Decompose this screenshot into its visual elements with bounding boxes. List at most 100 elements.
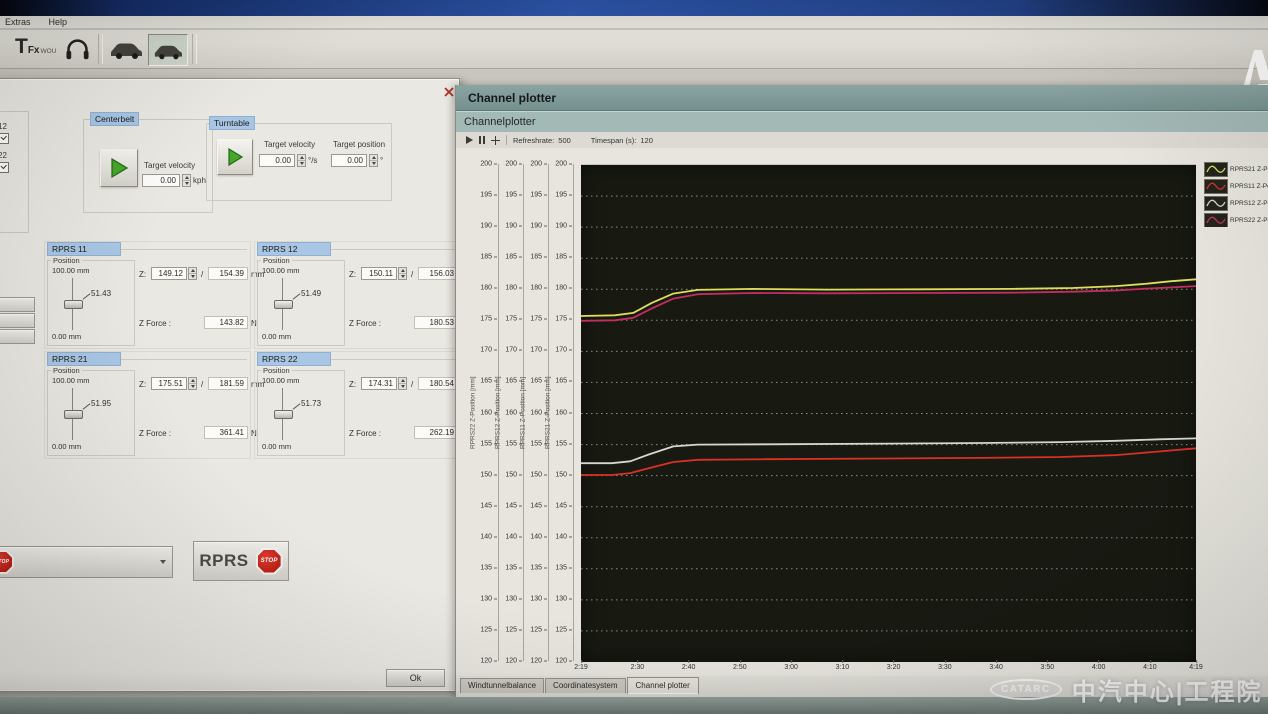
legend: RPRS21 Z-PosRPRS11 Z-PosRPRS12 Z-PosRPRS… xyxy=(1204,162,1268,227)
panel-title: RPRS 22 xyxy=(257,352,331,366)
z-setpoint-field[interactable]: 174.31 xyxy=(361,377,397,390)
window-title: Channel plotter xyxy=(456,85,1268,111)
y-tick: 175 xyxy=(555,316,572,323)
y-tick: 170 xyxy=(530,347,547,354)
close-icon[interactable] xyxy=(444,84,454,97)
x-tick: 4:10 xyxy=(1143,660,1157,671)
global-stop-control[interactable]: STOP xyxy=(0,546,173,578)
turntable-group xyxy=(206,123,392,201)
legend-item[interactable]: RPRS11 Z-Pos xyxy=(1204,178,1268,194)
turntable-velocity-field: 0.00 °/s xyxy=(259,154,317,167)
y-tick: 165 xyxy=(555,378,572,385)
panel-title: RPRS 21 xyxy=(47,352,121,366)
play-icon[interactable] xyxy=(466,136,473,144)
y-tick: 165 xyxy=(505,378,522,385)
legend-item[interactable]: RPRS21 Z-Pos xyxy=(1204,162,1268,177)
timespan-value[interactable]: 120 xyxy=(640,135,653,145)
tab-windtunnelbalance[interactable]: Windtunnelbalance xyxy=(460,678,545,693)
legend-item[interactable]: RPRS22 Z-Pos xyxy=(1204,212,1268,227)
y-tick: 125 xyxy=(480,626,497,633)
car-tool-selected[interactable] xyxy=(148,34,188,66)
z-setpoint-field[interactable]: 175.51 xyxy=(151,377,187,390)
y-tick: 180 xyxy=(480,285,497,292)
stop-icon: STOP xyxy=(255,547,283,575)
ok-button[interactable]: Ok xyxy=(386,669,445,687)
spinner[interactable] xyxy=(369,154,378,167)
panel-title: RPRS 11 xyxy=(47,242,121,256)
y-tick: 160 xyxy=(480,409,497,416)
spinner[interactable] xyxy=(188,267,197,280)
channel-select-group: 12 22 xyxy=(0,111,29,233)
spinner[interactable] xyxy=(182,174,191,187)
panel-title: RPRS 12 xyxy=(257,242,331,256)
menu-item-extras[interactable]: Extras xyxy=(5,17,31,27)
turntable-start-button[interactable] xyxy=(217,139,253,175)
z-setpoint-field[interactable]: 150.11 xyxy=(361,267,397,280)
y-tick: 140 xyxy=(555,533,572,540)
y-tick: 150 xyxy=(505,471,522,478)
rprs-stop-button[interactable]: RPRS STOP xyxy=(193,541,289,581)
y-tick: 170 xyxy=(505,347,522,354)
y-axis: RPRS21 Z-Position [mm] 200 195 190 185 180 175… xyxy=(543,161,574,665)
position-slider[interactable]: 51.73 xyxy=(264,388,328,440)
watermark: CATARC 中汽中心|工程院 xyxy=(990,672,1262,707)
checkbox-12[interactable] xyxy=(0,133,9,144)
refreshrate-value[interactable]: 500 xyxy=(558,135,571,145)
tab-channel-plotter[interactable]: Channel plotter xyxy=(626,677,699,694)
y-tick: 190 xyxy=(480,223,497,230)
y-tick: 190 xyxy=(505,223,522,230)
y-tick: 150 xyxy=(530,471,547,478)
spinner[interactable] xyxy=(188,377,197,390)
x-tick: 4:19 xyxy=(1189,660,1203,671)
spinner[interactable] xyxy=(398,267,407,280)
position-slider[interactable]: 51.49 xyxy=(264,278,328,330)
y-tick: 195 xyxy=(530,192,547,199)
spinner[interactable] xyxy=(398,377,407,390)
headphones-icon[interactable] xyxy=(64,35,91,67)
y-tick: 150 xyxy=(480,471,497,478)
legend-waveform-icon xyxy=(1204,195,1228,211)
centerbelt-start-button[interactable] xyxy=(100,149,138,187)
x-tick: 3:10 xyxy=(835,660,850,671)
y-tick: 190 xyxy=(555,223,572,230)
car-tool-icon[interactable] xyxy=(108,37,144,66)
z-actual-field: 181.59 xyxy=(208,377,248,390)
y-axis: RPRS12 Z-Position [mm] 200 195 190 185 180 175… xyxy=(493,161,524,665)
app-logo: TFxWOU xyxy=(15,35,57,58)
spinner[interactable] xyxy=(297,154,306,167)
menubar: Extras Help xyxy=(0,16,1268,29)
y-tick: 120 xyxy=(530,658,547,665)
plot-area[interactable] xyxy=(580,164,1197,662)
catarc-logo: CATARC xyxy=(990,679,1062,700)
velocity-input[interactable]: 0.00 xyxy=(259,154,295,167)
tab-coordinatesystem[interactable]: Coordinatesystem xyxy=(545,678,626,693)
y-tick: 155 xyxy=(530,440,547,447)
checkbox-22[interactable] xyxy=(0,162,9,173)
y-tick: 125 xyxy=(505,626,522,633)
position-input[interactable]: 0.00 xyxy=(331,154,367,167)
y-tick: 200 xyxy=(505,161,522,168)
position-slider[interactable]: 51.43 xyxy=(54,278,118,330)
pause-icon[interactable] xyxy=(479,136,485,144)
position-group: Position 100.00 mm 51.43 0.00 mm xyxy=(47,256,135,346)
velocity-input[interactable]: 0.00 xyxy=(142,174,180,187)
autoscale-icon[interactable] xyxy=(491,135,500,145)
y-axis: RPRS22 Z-Position [mm] 200 195 190 185 180 175… xyxy=(468,161,499,665)
y-axis-title: RPRS22 Z-Position [mm] xyxy=(469,376,477,449)
partial-button[interactable] xyxy=(0,313,35,328)
plotter-toolbar: Refreshrate: 500 Timespan (s): 120 xyxy=(456,132,1268,149)
play-icon xyxy=(111,157,129,179)
partial-button[interactable] xyxy=(0,329,35,344)
x-tick: 3:30 xyxy=(938,660,952,671)
partial-button[interactable] xyxy=(0,297,35,312)
y-tick: 145 xyxy=(530,502,547,509)
legend-waveform-icon xyxy=(1204,162,1228,177)
legend-item[interactable]: RPRS12 Z-Pos xyxy=(1204,195,1268,211)
y-tick: 170 xyxy=(480,347,497,354)
y-tick: 130 xyxy=(505,595,522,602)
dropdown-caret-icon xyxy=(160,560,166,564)
menu-item-help[interactable]: Help xyxy=(48,17,68,27)
y-tick: 200 xyxy=(555,161,572,168)
position-slider[interactable]: 51.95 xyxy=(54,388,118,440)
z-setpoint-field[interactable]: 149.12 xyxy=(151,267,187,280)
